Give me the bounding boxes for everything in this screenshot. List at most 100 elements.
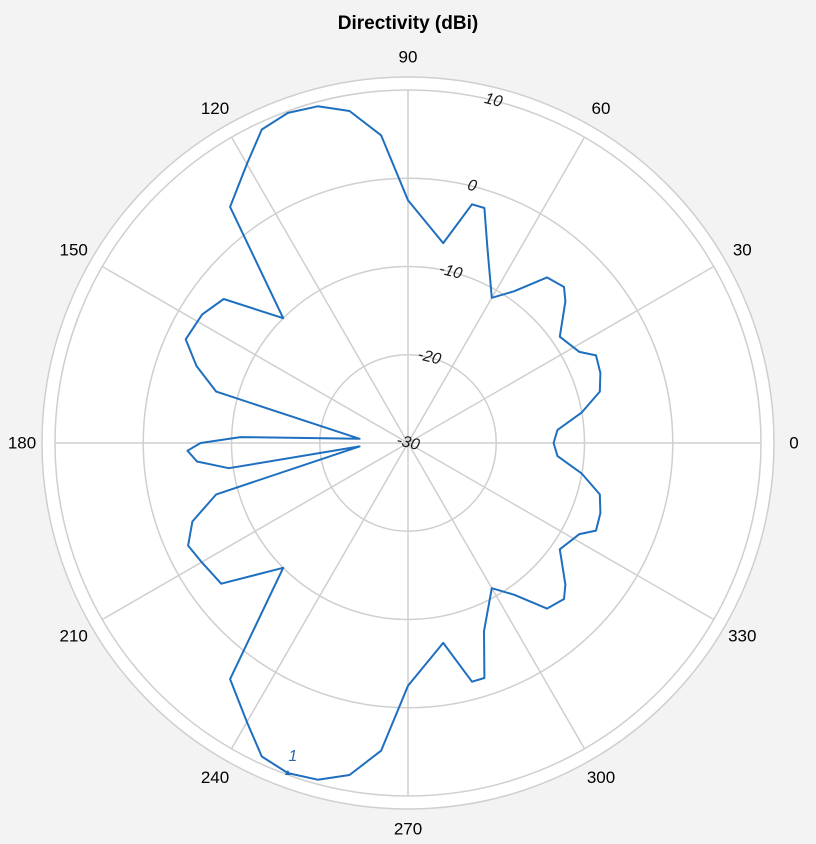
- radial-tick-label-3: 0: [466, 177, 479, 196]
- angle-tick-label-120: 120: [201, 99, 229, 118]
- data-point-61: [559, 548, 561, 551]
- data-point-23: [246, 163, 248, 165]
- marker-layer: 1: [284, 748, 297, 776]
- chart-title: Directivity (dBi): [338, 13, 478, 34]
- data-point-53: [471, 680, 473, 683]
- angle-tick-label-0: 0: [789, 434, 798, 453]
- angle-tick-label-300: 300: [587, 768, 615, 787]
- data-point-14: [483, 207, 486, 209]
- data-point-51: [407, 684, 409, 687]
- spoke-60: [407, 136, 586, 444]
- data-point-37: [358, 445, 361, 448]
- data-point-9: [563, 286, 565, 288]
- data-point-52: [442, 642, 445, 644]
- data-point-16: [442, 242, 445, 244]
- data-point-30: [215, 390, 218, 393]
- data-point-28: [184, 338, 187, 341]
- data-point-65: [598, 493, 601, 496]
- data-point-68: [552, 442, 555, 444]
- data-point-8: [564, 300, 567, 303]
- spoke-210: [101, 442, 409, 621]
- marker-label: 1: [288, 748, 297, 765]
- data-point-58: [546, 607, 548, 610]
- data-point-38: [215, 493, 218, 496]
- data-point-19: [348, 110, 351, 112]
- data-point-60: [564, 583, 567, 586]
- data-point-5: [595, 354, 597, 357]
- data-point-64: [599, 512, 602, 514]
- radial-tick-label-2: -10: [437, 261, 464, 283]
- data-point-31: [358, 437, 361, 440]
- spoke-120: [230, 136, 409, 444]
- data-point-6: [578, 351, 581, 353]
- data-point-17: [407, 199, 409, 202]
- data-point-40: [187, 544, 189, 547]
- spoke-30: [407, 265, 715, 444]
- data-point-22: [260, 128, 263, 131]
- polar-grid: [54, 89, 762, 797]
- data-point-63: [595, 529, 597, 532]
- data-point-36: [228, 467, 230, 469]
- data-point-67: [556, 455, 559, 457]
- data-point-1: [556, 429, 559, 431]
- data-point-54: [483, 677, 486, 679]
- data-point-44: [229, 678, 231, 680]
- radial-tick-labels: -30 -20 -10 0 10: [395, 90, 504, 454]
- data-point-45: [246, 721, 248, 723]
- spoke-330: [407, 442, 715, 621]
- data-point-20: [316, 105, 319, 108]
- data-point-34: [186, 449, 189, 452]
- angle-tick-label-30: 30: [733, 241, 752, 260]
- radial-tick-label-0: -30: [395, 432, 422, 454]
- radial-tick-label-4: 10: [483, 90, 504, 111]
- data-point-18: [380, 134, 382, 137]
- data-point-7: [559, 335, 561, 338]
- data-point-21: [287, 112, 289, 114]
- data-point-59: [563, 598, 565, 600]
- angle-tick-label-210: 210: [60, 627, 88, 646]
- angle-tick-labels: 0 30 60 90 120 150 180 210 240 270 300 330: [8, 48, 799, 839]
- data-point-26: [222, 298, 225, 300]
- data-point-13: [486, 245, 489, 248]
- data-point-66: [581, 472, 583, 475]
- data-point-24: [229, 206, 231, 208]
- data-point-29: [195, 365, 198, 367]
- marker-triangle: [284, 770, 291, 776]
- angle-tick-label-180: 180: [8, 434, 36, 453]
- data-point-41: [200, 561, 203, 563]
- angle-tick-label-90: 90: [399, 48, 418, 67]
- spoke-240: [230, 442, 409, 750]
- data-point-35: [196, 460, 198, 463]
- angle-tick-label-240: 240: [201, 768, 229, 787]
- data-point-57: [513, 594, 516, 596]
- data-point-25: [282, 317, 284, 319]
- angle-tick-label-330: 330: [728, 627, 756, 646]
- data-point-62: [578, 533, 581, 535]
- data-point-32: [239, 436, 242, 438]
- data-point-27: [201, 313, 203, 316]
- spoke-150: [101, 265, 409, 444]
- series-layer: [184, 105, 602, 781]
- data-point-10: [546, 276, 548, 279]
- data-point-2: [581, 411, 583, 414]
- data-point-4: [599, 372, 602, 374]
- data-point-39: [191, 520, 194, 523]
- data-point-11: [513, 290, 516, 292]
- data-point-42: [220, 582, 223, 585]
- data-point-48: [316, 778, 319, 781]
- angle-tick-label-60: 60: [592, 99, 611, 118]
- data-point-50: [380, 749, 382, 752]
- data-point-33: [199, 442, 202, 444]
- spoke-300: [407, 442, 586, 750]
- data-point-43: [282, 567, 284, 569]
- data-point-12: [491, 296, 493, 299]
- data-point-15: [471, 203, 473, 206]
- angle-tick-label-270: 270: [394, 820, 422, 839]
- data-point-56: [491, 587, 493, 590]
- data-point-55: [483, 630, 485, 632]
- data-point-46: [260, 755, 263, 758]
- radial-tick-label-1: -20: [416, 346, 443, 368]
- data-point-3: [598, 390, 601, 393]
- data-point-49: [348, 774, 351, 776]
